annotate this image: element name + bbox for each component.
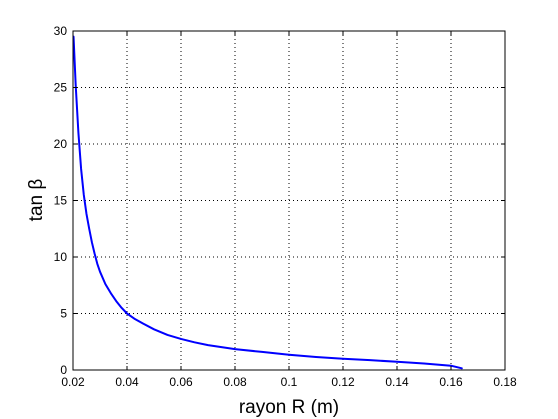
y-tick-label: 5 (60, 307, 67, 321)
x-tick-label: 0.16 (439, 375, 463, 389)
tick-layer: 0.02 0.04 0.06 0.08 0.1 0.12 0.14 0.16 0.18 0 5 10 1… (54, 24, 517, 389)
x-axis-label: rayon R (m) (239, 397, 339, 418)
x-tick-label: 0.08 (223, 375, 247, 389)
y-tick-label: 20 (54, 137, 68, 151)
x-tick-label: 0.12 (331, 375, 355, 389)
x-tick-label: 0.14 (385, 375, 409, 389)
y-tick-label: 10 (54, 250, 68, 264)
y-tick-label: 15 (54, 194, 68, 208)
x-tick-label: 0.04 (115, 375, 139, 389)
series-layer (72, 35, 463, 370)
series-line (72, 35, 463, 370)
y-tick-label: 25 (54, 81, 68, 95)
grid-layer (73, 31, 505, 370)
x-tick-label: 0.18 (493, 375, 517, 389)
x-tick-label: 0.06 (169, 375, 193, 389)
y-tick-label: 0 (60, 363, 67, 377)
x-tick-label: 0.02 (61, 375, 85, 389)
y-tick-label: 30 (54, 24, 68, 38)
y-axis-label: tan β (26, 179, 47, 222)
x-tick-label: 0.1 (281, 375, 298, 389)
